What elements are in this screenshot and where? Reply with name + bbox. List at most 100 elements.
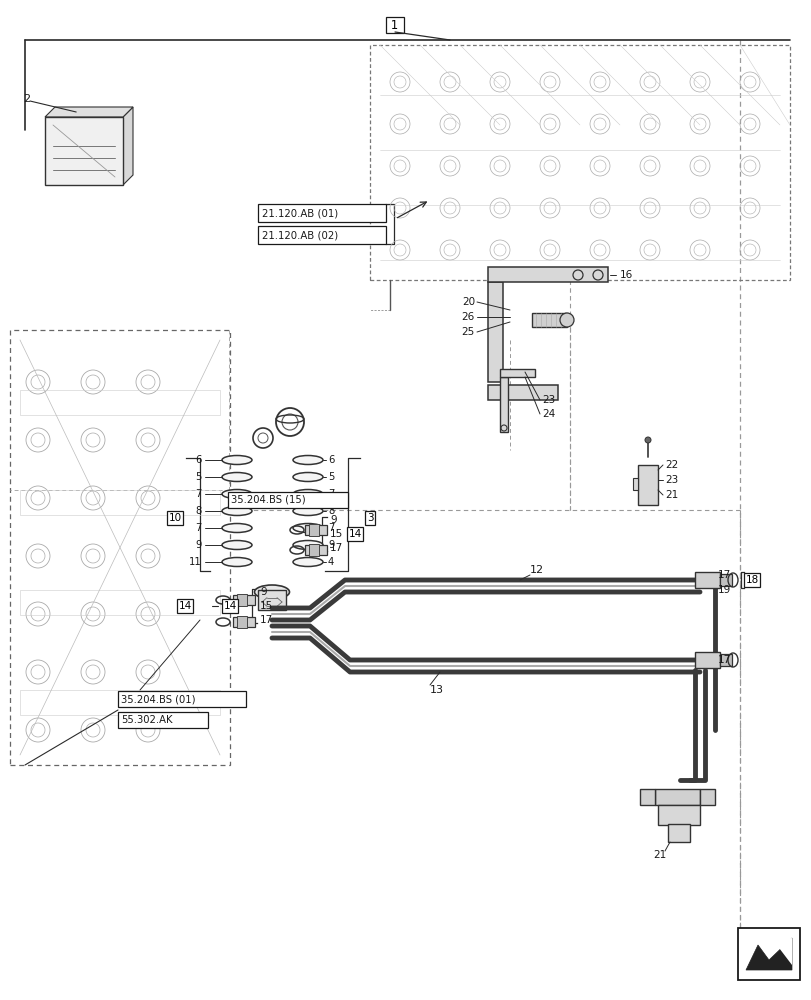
Text: 14: 14 bbox=[178, 601, 191, 611]
Text: 10: 10 bbox=[168, 513, 182, 523]
Bar bbox=[531, 313, 566, 327]
Text: 8: 8 bbox=[328, 506, 334, 516]
Bar bbox=[500, 369, 534, 377]
Ellipse shape bbox=[293, 558, 323, 566]
Ellipse shape bbox=[221, 473, 251, 482]
Text: 15: 15 bbox=[329, 529, 343, 539]
Text: 17: 17 bbox=[717, 570, 731, 580]
Bar bbox=[487, 267, 607, 282]
Text: 21.120.AB (01): 21.120.AB (01) bbox=[262, 208, 338, 218]
Bar bbox=[20, 690, 220, 715]
Bar bbox=[719, 574, 731, 586]
Bar bbox=[237, 594, 247, 606]
Text: 7: 7 bbox=[328, 523, 334, 533]
Text: 23: 23 bbox=[541, 395, 555, 405]
Bar bbox=[309, 524, 319, 536]
Text: 17: 17 bbox=[260, 615, 273, 625]
Text: 23: 23 bbox=[664, 475, 677, 485]
Bar bbox=[10, 330, 230, 765]
Text: 17: 17 bbox=[717, 655, 731, 665]
Circle shape bbox=[560, 313, 573, 327]
Bar bbox=[258, 226, 385, 244]
Bar bbox=[20, 390, 220, 415]
Ellipse shape bbox=[293, 506, 323, 516]
Bar bbox=[694, 652, 719, 668]
Bar bbox=[487, 282, 502, 382]
Bar bbox=[305, 525, 327, 535]
Text: 7: 7 bbox=[328, 489, 334, 499]
Bar bbox=[694, 572, 719, 588]
Text: 35.204.BS (01): 35.204.BS (01) bbox=[121, 694, 195, 704]
Text: 14: 14 bbox=[223, 601, 236, 611]
Text: 1: 1 bbox=[387, 19, 402, 32]
Bar bbox=[487, 385, 557, 400]
Bar bbox=[118, 691, 246, 707]
Text: 22: 22 bbox=[664, 460, 677, 470]
Polygon shape bbox=[45, 107, 133, 117]
Bar bbox=[118, 712, 208, 728]
Bar bbox=[258, 590, 285, 610]
Bar bbox=[233, 595, 255, 605]
Text: 11: 11 bbox=[189, 557, 202, 567]
Ellipse shape bbox=[254, 585, 290, 599]
Text: 7: 7 bbox=[195, 523, 202, 533]
Bar bbox=[233, 617, 255, 627]
Text: 5: 5 bbox=[328, 472, 334, 482]
Bar bbox=[237, 616, 247, 628]
Text: 16: 16 bbox=[620, 270, 633, 280]
Text: 3: 3 bbox=[367, 513, 373, 523]
Bar bbox=[699, 789, 714, 805]
Ellipse shape bbox=[221, 489, 251, 498]
Bar bbox=[639, 789, 654, 805]
Text: 35.204.BS (15): 35.204.BS (15) bbox=[230, 495, 305, 505]
Text: 26: 26 bbox=[461, 312, 474, 322]
Circle shape bbox=[644, 437, 650, 443]
Polygon shape bbox=[745, 938, 791, 970]
Bar bbox=[20, 490, 220, 515]
Text: 9: 9 bbox=[329, 515, 337, 525]
Bar bbox=[258, 204, 385, 222]
Text: 15: 15 bbox=[260, 601, 273, 611]
Text: 8: 8 bbox=[195, 506, 202, 516]
Bar bbox=[657, 805, 699, 825]
Bar bbox=[309, 544, 319, 556]
Bar bbox=[737, 928, 799, 980]
Ellipse shape bbox=[221, 506, 251, 516]
Ellipse shape bbox=[221, 540, 251, 550]
Text: 9: 9 bbox=[328, 540, 334, 550]
Ellipse shape bbox=[293, 456, 323, 464]
Ellipse shape bbox=[293, 473, 323, 482]
Text: 17: 17 bbox=[329, 543, 343, 553]
Bar bbox=[228, 492, 348, 508]
Bar bbox=[500, 377, 508, 432]
Text: 13: 13 bbox=[430, 685, 444, 695]
Text: 24: 24 bbox=[541, 409, 555, 419]
Text: 12: 12 bbox=[530, 565, 543, 575]
Ellipse shape bbox=[293, 524, 323, 532]
Text: 2: 2 bbox=[23, 94, 30, 104]
Bar bbox=[45, 117, 122, 185]
Ellipse shape bbox=[293, 540, 323, 550]
Text: 9: 9 bbox=[195, 540, 202, 550]
Ellipse shape bbox=[293, 489, 323, 498]
Text: 18: 18 bbox=[744, 575, 757, 585]
Bar bbox=[654, 789, 699, 805]
Text: 21: 21 bbox=[664, 490, 677, 500]
Text: 6: 6 bbox=[328, 455, 334, 465]
Bar bbox=[637, 465, 657, 505]
Text: 21: 21 bbox=[653, 850, 666, 860]
Bar bbox=[305, 545, 327, 555]
Bar bbox=[719, 654, 731, 666]
Bar bbox=[20, 590, 220, 615]
Text: 55.302.AK: 55.302.AK bbox=[121, 715, 172, 725]
Bar bbox=[667, 824, 689, 842]
Text: 7: 7 bbox=[195, 489, 202, 499]
Text: 9: 9 bbox=[260, 587, 266, 597]
Bar bbox=[370, 45, 789, 280]
Text: 20: 20 bbox=[461, 297, 474, 307]
Text: 4: 4 bbox=[328, 557, 334, 567]
Text: 19: 19 bbox=[717, 585, 731, 595]
Text: 5: 5 bbox=[195, 472, 202, 482]
Text: 6: 6 bbox=[195, 455, 202, 465]
Ellipse shape bbox=[221, 524, 251, 532]
